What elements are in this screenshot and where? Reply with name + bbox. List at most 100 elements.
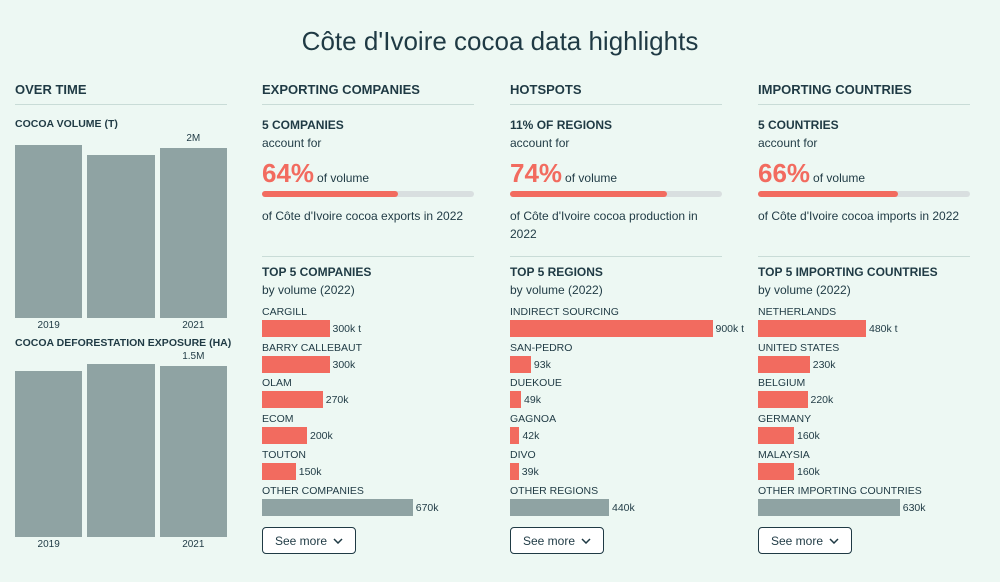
item-bar (510, 391, 522, 409)
divider (758, 104, 970, 105)
item-name: MALAYSIA (758, 448, 810, 461)
item-value: 480k t (869, 323, 898, 335)
item-name: OTHER IMPORTING COUNTRIES (758, 484, 922, 497)
item-value: 300k (332, 358, 356, 371)
item-bar (262, 320, 330, 337)
see-more-button[interactable]: See more (262, 527, 356, 554)
item-value: 230k (812, 358, 836, 371)
share-value: 74% (510, 158, 563, 188)
item-bar (262, 427, 307, 445)
see-more-button[interactable]: See more (510, 527, 604, 554)
item-value: 270k (325, 394, 349, 407)
bar (15, 145, 83, 318)
item-value: 160k (797, 430, 820, 443)
x-tick-label: 2021 (182, 539, 205, 550)
share-value: 66% (758, 158, 811, 188)
item-name: DIVO (510, 448, 536, 461)
bar (159, 148, 227, 318)
stat-title: 11% OF REGIONS (510, 118, 613, 132)
item-value: 220k (810, 394, 834, 407)
item-value: 300k t (332, 323, 362, 335)
stat-lead: account for (262, 136, 322, 150)
bar (87, 155, 155, 318)
top-title: TOP 5 IMPORTING COUNTRIES (758, 265, 938, 279)
chevron-icon (581, 537, 591, 544)
share-bar (510, 191, 667, 197)
item-name: ECOM (262, 413, 294, 426)
item-bar (510, 355, 531, 373)
item-bar (262, 355, 330, 373)
item-bar (510, 427, 520, 445)
button-label: See more (522, 533, 576, 548)
item-value: 150k (298, 465, 322, 478)
share-suffix: of volume (813, 171, 866, 185)
item-name: BARRY CALLEBAUT (262, 341, 362, 354)
page-title: Côte d'Ivoire cocoa data highlights (301, 26, 699, 56)
top-subtitle: by volume (2022) (758, 283, 851, 297)
chevron-icon (829, 537, 839, 544)
item-value: 160k (797, 465, 820, 478)
chevron-icon (333, 537, 343, 544)
item-name: OLAM (262, 377, 292, 390)
button-label: See more (770, 533, 824, 548)
item-name: SAN-PEDRO (510, 341, 573, 354)
item-name: DUEKOUE (510, 377, 562, 390)
chart-title: COCOA VOLUME (T) (15, 118, 118, 130)
stat-title: 5 COUNTRIES (758, 118, 839, 132)
item-value: 49k (524, 394, 541, 407)
x-tick-label: 2019 (37, 539, 60, 550)
item-bar (758, 462, 794, 480)
item-name: GERMANY (758, 413, 812, 426)
divider (510, 104, 722, 105)
item-bar (758, 355, 810, 373)
stat-title: 5 COMPANIES (262, 118, 344, 132)
stat-lead: account for (758, 136, 818, 150)
share-bar (262, 191, 398, 197)
item-bar (758, 498, 900, 516)
item-bar (262, 498, 413, 516)
bar (15, 370, 83, 537)
item-name: UNITED STATES (758, 341, 840, 354)
item-value: 42k (522, 430, 540, 443)
item-bar (510, 462, 519, 480)
top-subtitle: by volume (2022) (262, 283, 355, 297)
divider (262, 104, 474, 105)
chart-title: COCOA DEFORESTATION EXPOSURE (HA) (15, 337, 232, 349)
item-name: OTHER COMPANIES (262, 484, 364, 497)
item-name: CARGILL (262, 306, 307, 318)
item-bar (262, 391, 323, 409)
see-more-button[interactable]: See more (758, 527, 852, 554)
item-value: 630k (902, 501, 926, 514)
item-name: TOUTON (262, 448, 306, 461)
stat-lead: account for (510, 136, 570, 150)
column-heading: OVER TIME (15, 82, 87, 97)
stat-text: of Côte d'Ivoire cocoa imports in 2022 (758, 209, 960, 223)
value-label: 2M (186, 133, 201, 145)
share-bar (758, 191, 898, 197)
x-tick-label: 2021 (182, 320, 205, 331)
divider (510, 256, 722, 257)
item-name: BELGIUM (758, 377, 806, 390)
item-bar (510, 320, 713, 337)
item-value: 200k (310, 430, 333, 443)
column-heading: EXPORTING COMPANIES (262, 82, 420, 97)
item-bar (262, 462, 296, 480)
item-name: INDIRECT SOURCING (510, 306, 619, 318)
top-subtitle: by volume (2022) (510, 283, 603, 297)
column-heading: HOTSPOTS (510, 82, 582, 97)
x-tick-label: 2019 (37, 320, 60, 331)
share-suffix: of volume (317, 171, 370, 185)
item-value: 39k (521, 465, 539, 478)
column-heading: IMPORTING COUNTRIES (758, 82, 912, 97)
item-name: NETHERLANDS (758, 306, 837, 318)
share-suffix: of volume (565, 171, 618, 185)
stat-text: of Côte d'Ivoire cocoa exports in 2022 (262, 209, 464, 223)
value-label: 1.5M (182, 351, 205, 363)
item-name: OTHER REGIONS (510, 484, 599, 497)
divider (15, 104, 227, 105)
item-bar (510, 498, 609, 516)
item-value: 440k (612, 501, 635, 514)
item-name: GAGNOA (510, 413, 557, 426)
item-value: 670k (415, 501, 439, 514)
